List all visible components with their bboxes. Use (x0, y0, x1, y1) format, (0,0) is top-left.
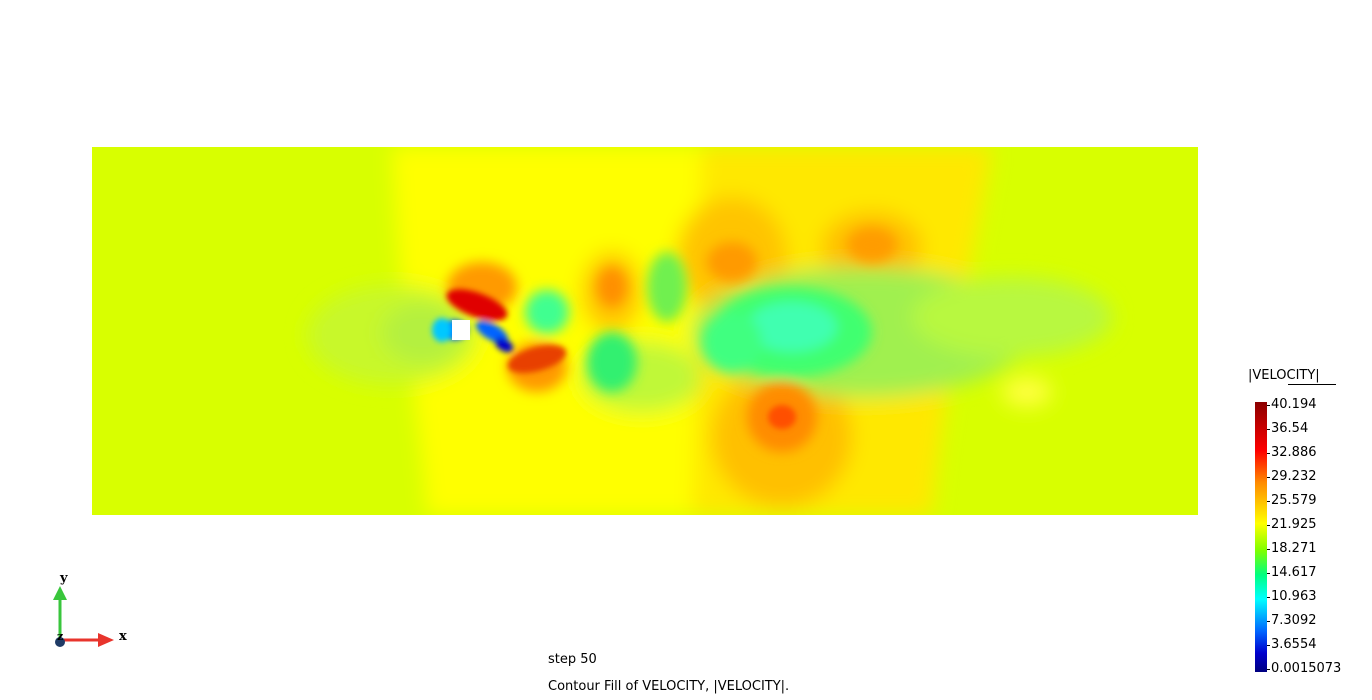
legend-tick-label: 14.617 (1271, 565, 1317, 580)
axis-triad: y x z (40, 566, 150, 656)
y-arrow-head (53, 586, 67, 600)
legend-tick-label: 32.886 (1271, 445, 1317, 460)
step-label: step 50 (548, 652, 597, 667)
legend-tick-mark (1267, 621, 1270, 622)
legend-tick-label: 21.925 (1271, 517, 1317, 532)
legend-tick-mark (1267, 429, 1270, 430)
legend-tick-mark (1267, 573, 1270, 574)
legend-tick-mark (1267, 549, 1270, 550)
x-axis-label: x (119, 629, 127, 644)
legend-color-bar (1255, 402, 1267, 672)
legend-title: |VELOCITY| (1248, 368, 1320, 383)
legend-tick-label: 40.194 (1271, 397, 1317, 412)
contour-field (92, 147, 1198, 515)
axis-triad-graphic: y x z (53, 571, 127, 647)
legend-tick-label: 10.963 (1271, 589, 1317, 604)
legend-tick-mark (1267, 525, 1270, 526)
legend-title-underline (1288, 384, 1336, 385)
caption: step 50 Contour Fill of VELOCITY, |VELOC… (548, 646, 789, 700)
legend-tick-label: 7.3092 (1271, 613, 1317, 628)
legend-tick-mark (1267, 405, 1270, 406)
obstacle-square (452, 320, 470, 340)
z-axis-label: z (57, 630, 63, 643)
legend-tick-label: 36.54 (1271, 421, 1309, 436)
y-axis-label: y (59, 571, 68, 586)
legend-tick-mark (1267, 477, 1270, 478)
z-axis-dot (55, 637, 65, 647)
legend-tick-label: 25.579 (1271, 493, 1317, 508)
legend-tick-mark (1267, 645, 1270, 646)
legend-tick-mark (1267, 597, 1270, 598)
velocity-contour-plot[interactable] (92, 147, 1198, 515)
legend-tick-label: 0.0015073 (1271, 661, 1342, 676)
x-arrow-head (98, 633, 114, 647)
legend-tick-label: 29.232 (1271, 469, 1317, 484)
result-description: Contour Fill of VELOCITY, |VELOCITY|. (548, 679, 790, 694)
legend-tick-label: 3.6554 (1271, 637, 1317, 652)
legend-tick-mark (1267, 453, 1270, 454)
legend-tick-label: 18.271 (1271, 541, 1317, 556)
legend-tick-mark (1267, 501, 1270, 502)
color-legend: |VELOCITY| 40.194 36.54 32.886 29.232 25.579… (1244, 364, 1372, 684)
legend-tick-mark (1267, 669, 1270, 670)
